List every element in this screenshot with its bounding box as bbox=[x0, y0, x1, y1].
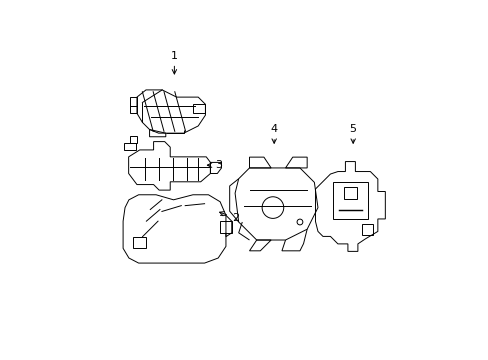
Text: 3: 3 bbox=[207, 160, 222, 170]
Text: 4: 4 bbox=[270, 124, 277, 143]
Text: 5: 5 bbox=[349, 124, 356, 143]
Text: 1: 1 bbox=[170, 51, 178, 74]
Text: 2: 2 bbox=[219, 212, 239, 223]
